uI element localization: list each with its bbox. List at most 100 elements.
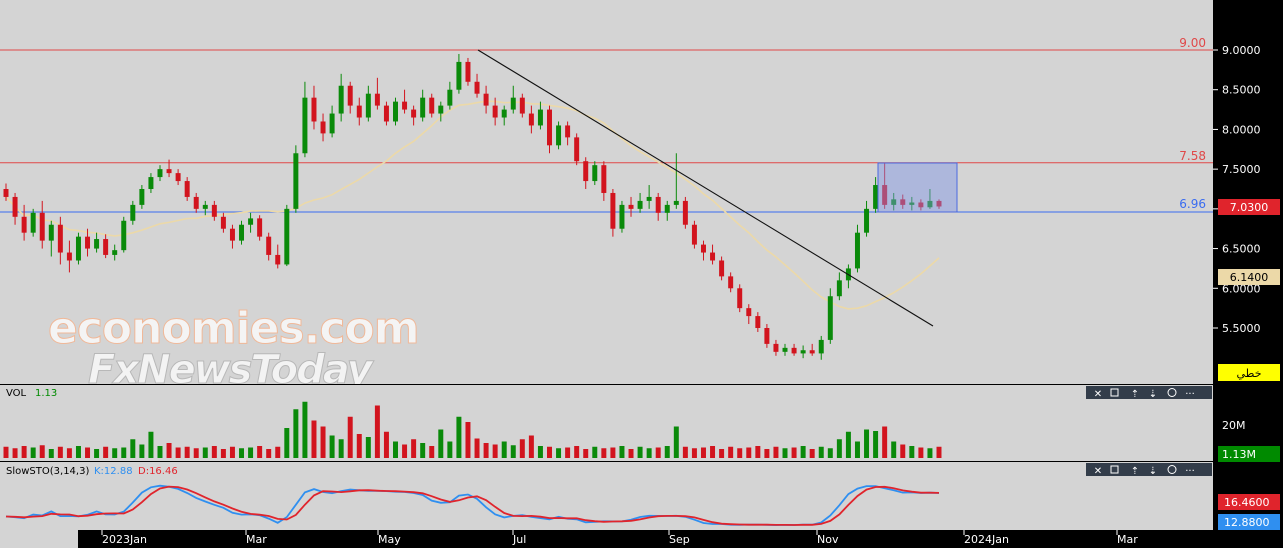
candle-body [447,89,453,106]
candle [628,196,634,217]
volume-bar [474,438,480,458]
downtrend-line[interactable] [477,49,934,327]
candle-body [918,202,924,208]
time-tick-label: 2024Jan [964,533,1009,546]
arrow-up-icon[interactable]: ⇡ [1131,389,1139,400]
candle-body [184,181,190,197]
close-icon[interactable]: ✕ [1094,466,1102,477]
arabic-badge[interactable] [1218,364,1280,381]
volume-bar [710,446,716,458]
candle-body [583,161,589,182]
candle-body [148,177,154,189]
candle [166,159,172,178]
price-tick-label: 8.0000 [1222,123,1261,136]
candle [664,200,670,221]
candle [12,192,18,225]
consolidation-box[interactable] [877,162,958,213]
candle-body [229,228,235,241]
restore-icon[interactable] [1110,388,1119,397]
volume-bar [48,449,54,458]
volume-bar [266,449,272,458]
candle-body [220,216,226,229]
stoch-pane-toolbar: ✕ ⇡ ⇣ ··· [1086,463,1212,477]
arrow-up-icon[interactable]: ⇡ [1131,466,1139,477]
candle-body [429,97,435,114]
candle-body [510,97,516,110]
candle-body [374,93,380,106]
volume-bar [601,448,607,458]
candle [782,343,788,356]
candle [130,200,136,225]
settings-icon[interactable] [1167,465,1177,474]
stoch-d-line [5,485,940,526]
candle [827,288,833,344]
volume-bar [700,447,706,458]
volume-bar [800,446,806,458]
close-icon[interactable]: ✕ [1094,389,1102,400]
candle [248,212,254,233]
candle-body [311,97,317,122]
volume-bar [338,439,344,458]
arrow-down-icon[interactable]: ⇣ [1149,389,1157,400]
volume-bar [12,448,18,458]
candle-body [827,296,833,340]
time-tick-label: May [378,533,401,546]
candle-body [329,113,335,134]
candle-body [48,224,54,241]
volume-bar [429,446,435,458]
arrow-down-icon[interactable]: ⇣ [1149,466,1157,477]
volume-bar [782,448,788,458]
time-axis-left-blank [0,530,78,548]
candle [864,200,870,237]
candle-body [900,199,906,205]
candle [175,169,181,186]
candle-body [637,200,643,209]
candle [918,199,924,211]
candle-body [891,199,897,205]
candle [347,81,353,114]
volume-bar [347,416,353,458]
candle [818,335,824,360]
candle [637,192,643,213]
volume-bar [356,434,362,458]
candle-body [39,212,45,241]
settings-icon[interactable] [1167,388,1177,397]
candle-body [112,250,118,255]
candle [556,121,562,150]
candle-body [302,97,308,154]
time-axis-ticks: 2023Jan Mar May Jul Sep Nov 2024Jan Mar [101,530,1138,546]
candle [519,93,525,118]
volume-bar [882,426,888,458]
candle-body [882,185,888,205]
candle-body [239,224,245,241]
ma-value-badge [1218,269,1280,285]
candle [710,244,716,265]
candle-body [691,224,697,245]
candle [112,244,118,261]
volume-bar [248,447,254,458]
candle-body [574,137,580,162]
candle-body [673,200,679,205]
candle-body [420,97,426,118]
candle-body [682,200,688,225]
candle [936,199,942,209]
volume-bar [66,448,72,458]
more-icon[interactable]: ··· [1185,389,1195,400]
candle [737,284,743,313]
volume-bar [728,446,734,458]
volume-bar [202,447,208,458]
candle [257,215,263,241]
candle-body [528,113,534,126]
volume-bar [211,446,217,458]
candle-body [610,192,616,229]
stoch-d-badge [1218,494,1280,510]
volume-bar [402,444,408,458]
candle-body [936,200,942,207]
candle-body [193,196,199,209]
candle-body [474,81,480,94]
more-icon[interactable]: ··· [1185,466,1195,477]
restore-icon[interactable] [1110,465,1119,474]
candle-body [791,347,797,354]
time-axis-panel[interactable] [78,530,1283,548]
